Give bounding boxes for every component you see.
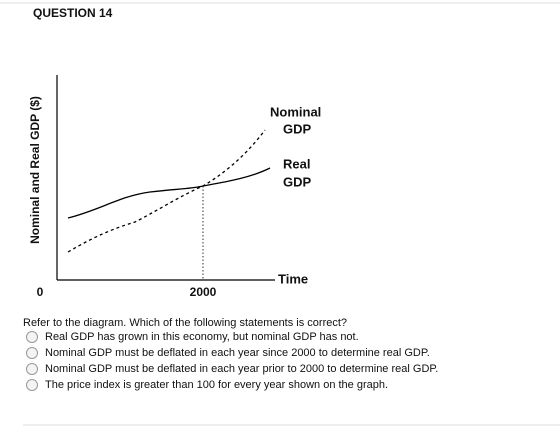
question-title: QUESTION 14 — [33, 6, 113, 20]
option-text[interactable]: Real GDP has grown in this economy, but … — [45, 331, 359, 343]
radio-button[interactable] — [26, 331, 38, 343]
radio-button[interactable] — [26, 379, 38, 391]
real-gdp-curve — [67, 167, 271, 219]
nominal-label: Nominal — [270, 104, 321, 119]
real-label: GDP — [283, 174, 312, 189]
option-text[interactable]: Nominal GDP must be deflated in each yea… — [45, 363, 438, 375]
options: Real GDP has grown in this economy, but … — [26, 331, 438, 391]
radio-button[interactable] — [26, 363, 38, 375]
option-text[interactable]: Nominal GDP must be deflated in each yea… — [45, 347, 430, 359]
option-text[interactable]: The price index is greater than 100 for … — [45, 379, 388, 391]
nominal-gdp-curve — [67, 129, 266, 253]
y-axis-label: Nominal and Real GDP ($) — [28, 96, 42, 244]
x-axis-label: Time — [278, 271, 308, 286]
real-label: Real — [283, 156, 310, 171]
diagram: Nominal and Real GDP ($) Time 0 2000 Nom… — [28, 75, 321, 299]
origin-label: 0 — [37, 285, 44, 299]
question-prompt: Refer to the diagram. Which of the follo… — [23, 317, 347, 329]
radio-button[interactable] — [26, 347, 38, 359]
nominal-label: GDP — [283, 121, 312, 136]
year-label: 2000 — [190, 285, 217, 299]
